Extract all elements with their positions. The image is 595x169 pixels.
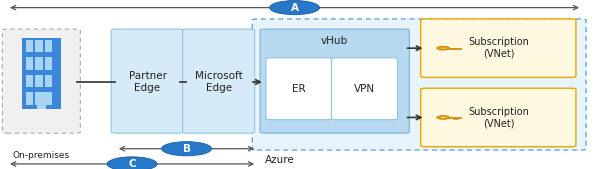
FancyBboxPatch shape (252, 19, 586, 150)
Bar (26, 40, 33, 52)
Circle shape (437, 46, 450, 50)
Bar (45, 75, 52, 87)
Bar (26, 57, 33, 70)
Text: VPN: VPN (353, 84, 375, 94)
Text: Subscription
(VNet): Subscription (VNet) (468, 37, 529, 59)
Bar (26, 75, 33, 87)
Text: ER: ER (292, 84, 305, 94)
Bar (456, 49, 458, 50)
Bar (449, 117, 461, 118)
FancyBboxPatch shape (421, 19, 576, 77)
Bar (453, 49, 455, 50)
Bar (45, 92, 52, 105)
Text: vHub: vHub (321, 35, 348, 46)
FancyBboxPatch shape (183, 29, 255, 133)
Bar (35, 75, 43, 87)
FancyBboxPatch shape (260, 29, 409, 133)
FancyBboxPatch shape (331, 58, 397, 120)
Bar (37, 92, 46, 109)
Text: A: A (290, 3, 299, 13)
Circle shape (270, 1, 320, 15)
Bar (45, 57, 52, 70)
FancyBboxPatch shape (421, 88, 576, 147)
Text: Subscription
(VNet): Subscription (VNet) (468, 107, 529, 128)
Circle shape (440, 47, 446, 49)
Bar (22, 38, 61, 109)
Circle shape (440, 117, 446, 118)
FancyBboxPatch shape (2, 29, 80, 133)
Circle shape (437, 116, 450, 119)
Bar (35, 40, 43, 52)
Bar (453, 118, 455, 119)
Text: C: C (129, 159, 136, 169)
Bar (449, 48, 461, 49)
Circle shape (162, 142, 212, 156)
Text: Microsoft
Edge: Microsoft Edge (195, 71, 243, 93)
Bar (456, 118, 458, 119)
Circle shape (107, 157, 157, 169)
FancyBboxPatch shape (266, 58, 332, 120)
Text: On-premises: On-premises (12, 151, 70, 160)
Text: Partner
Edge: Partner Edge (129, 71, 167, 93)
Text: B: B (183, 144, 190, 154)
Bar (35, 57, 43, 70)
FancyBboxPatch shape (111, 29, 183, 133)
Bar (45, 40, 52, 52)
Bar (35, 92, 43, 105)
Text: Azure: Azure (265, 155, 295, 165)
Bar (26, 92, 33, 105)
